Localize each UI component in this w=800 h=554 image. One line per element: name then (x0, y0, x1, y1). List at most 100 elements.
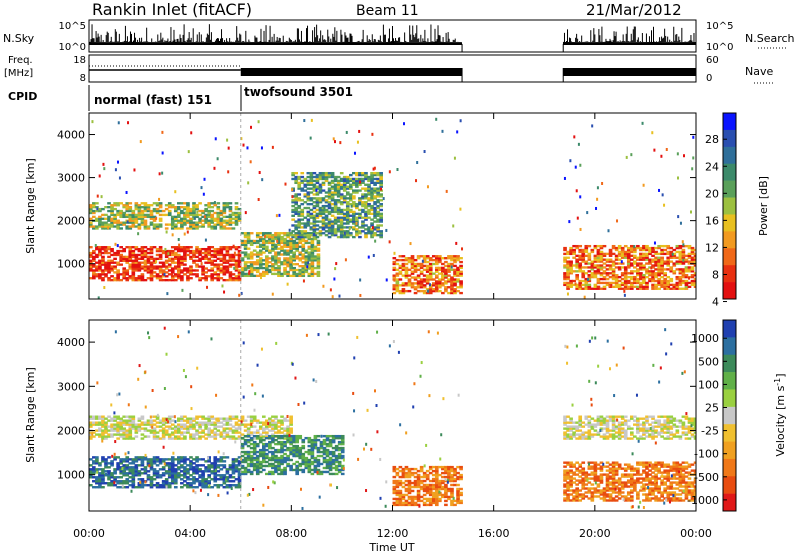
power-cell (140, 206, 145, 209)
power-cell (143, 206, 148, 209)
power-cell (252, 266, 257, 270)
velocity-cell (198, 415, 202, 418)
power-cell (131, 221, 136, 224)
power-cell (459, 291, 463, 295)
power-cell (128, 257, 133, 261)
power-cell (243, 261, 248, 264)
velocity-cell (225, 419, 230, 422)
power-cell (126, 220, 129, 224)
power-cell (274, 257, 278, 260)
power-cell (450, 278, 454, 281)
power-cell (310, 243, 315, 247)
power-cell (177, 273, 181, 276)
power-cell (140, 246, 145, 249)
power-cell (195, 213, 199, 217)
power-cell (355, 202, 359, 206)
cpid-row: CPID normal (fast) 151 twofsound 3501 (8, 85, 353, 111)
velocity-cell (210, 421, 215, 424)
power-cell (345, 175, 350, 179)
velocity-cell (98, 423, 102, 426)
power-cell (304, 268, 309, 272)
power-cell (395, 274, 400, 277)
power-cell (113, 207, 117, 211)
velocity-cell (195, 466, 199, 469)
power-cell (114, 168, 117, 172)
power-cell (292, 251, 296, 254)
power-cell (89, 204, 93, 207)
power-cell (590, 250, 595, 254)
power-cell (292, 263, 296, 266)
power-cell (434, 258, 439, 262)
power-cell (330, 179, 335, 183)
power-cell (636, 262, 640, 265)
power-cell (581, 260, 586, 263)
power-cell (292, 274, 296, 278)
power-cell (300, 222, 305, 225)
velocity-cell (198, 431, 202, 434)
power-cell (140, 255, 145, 259)
power-cell (459, 207, 462, 211)
power-cell (213, 211, 218, 215)
velocity-cell (110, 435, 114, 438)
velocity-cell (177, 462, 181, 465)
power-cell (352, 204, 356, 208)
power-cell (392, 288, 397, 291)
power-cell (575, 274, 579, 277)
power-cell (313, 245, 318, 248)
power-cell (246, 255, 251, 258)
power-cell (324, 233, 329, 237)
velocity-cell (131, 482, 136, 485)
power-cell (587, 256, 592, 259)
power-cell (155, 225, 160, 228)
power-cell (107, 246, 111, 249)
velocity-cell (116, 421, 120, 424)
power-cell (342, 199, 347, 202)
power-cell (249, 251, 254, 254)
power-cell (158, 197, 161, 201)
velocity-cell (164, 425, 169, 428)
power-cell (137, 213, 142, 217)
power-cell (410, 270, 415, 273)
power-cell (587, 285, 592, 288)
velocity-cell (146, 476, 151, 479)
power-cell (361, 220, 365, 223)
power-cell (125, 273, 130, 276)
power-cell (204, 221, 208, 224)
power-cell (198, 209, 202, 213)
power-cell (623, 244, 628, 248)
velocity-cell (261, 423, 266, 426)
power-cell (158, 213, 163, 217)
velocity-cell (222, 437, 227, 440)
power-cell (666, 244, 671, 248)
power-cell (427, 289, 430, 293)
power-cell (116, 225, 120, 228)
power-cell (225, 253, 230, 257)
velocity-cell (271, 421, 275, 424)
velocity-cell (173, 470, 178, 473)
power-cell (599, 256, 604, 259)
power-cell (617, 287, 622, 290)
power-cell (419, 289, 424, 293)
power-cell (161, 271, 166, 274)
power-cell (681, 268, 686, 271)
velocity-cell (213, 466, 218, 469)
power-cell (294, 220, 299, 223)
nsearch-tick-bottom: 10^0 (706, 42, 733, 53)
velocity-cell (289, 427, 293, 430)
power-cell (170, 267, 175, 270)
power-cell (303, 216, 308, 219)
power-cell (581, 279, 586, 283)
power-cell (294, 201, 299, 204)
power-cell (608, 268, 613, 271)
power-cell (602, 281, 607, 285)
power-cell (289, 255, 293, 258)
power-cell (678, 281, 683, 285)
velocity-cell (274, 421, 278, 424)
velocity-cell (186, 486, 190, 489)
power-cell (342, 195, 347, 198)
power-cell (274, 237, 278, 241)
power-cell (140, 223, 145, 226)
power-cell (283, 266, 287, 270)
power-cell (183, 247, 187, 251)
power-cell (321, 212, 326, 216)
